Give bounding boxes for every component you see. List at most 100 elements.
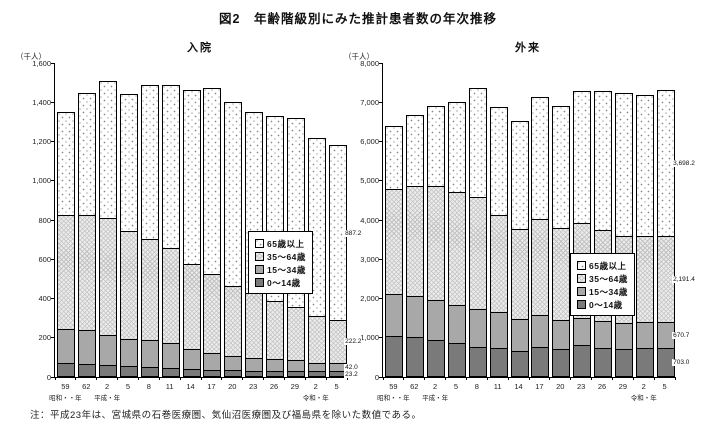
bar-segment-0～14歳 <box>308 371 325 376</box>
x-category-label: 5 <box>334 382 339 391</box>
x-tick-mark <box>283 377 285 380</box>
x-category-label: 5 <box>125 382 131 391</box>
x-tick-mark <box>570 377 572 380</box>
x-tick-mark <box>528 377 530 380</box>
x-category-label: 29 <box>290 382 300 391</box>
y-tick-label: 6,000 <box>360 137 379 146</box>
x-tick-mark <box>632 377 634 380</box>
legend-swatch-icon <box>577 287 586 296</box>
bar-外来-5 <box>468 88 487 377</box>
y-tick-mark <box>379 337 382 339</box>
figure-title: 図2 年齢階級別にみた推計患者数の年次推移 <box>219 12 497 26</box>
bar-segment-0～14歳 <box>183 368 200 376</box>
bar-segment-65歳以上 <box>141 85 158 239</box>
bar-segment-35～64歳 <box>469 197 486 309</box>
bar-入院-6 <box>161 84 180 377</box>
x-tick-mark <box>591 377 593 380</box>
bar-segment-15～34歳 <box>553 319 570 349</box>
y-tick-label: 800 <box>38 215 51 225</box>
bar-segment-65歳以上 <box>58 113 75 216</box>
bar-入院-8 <box>203 88 222 377</box>
era-label: 昭和・・年 <box>377 395 410 402</box>
bar-segment-65歳以上 <box>121 95 137 231</box>
bar-segment-0～14歳 <box>162 367 179 376</box>
unit-label: （千人） <box>16 52 46 61</box>
bar-segment-65歳以上 <box>428 106 445 187</box>
x-category-label: 20 <box>228 382 237 391</box>
bar-segment-15～34歳 <box>657 322 674 349</box>
x-tick-mark <box>611 377 613 380</box>
bar-segment-0～14歳 <box>449 343 465 376</box>
x-category-label: 2 <box>313 382 318 391</box>
legend-label: 35～64歳 <box>267 251 306 262</box>
bar-segment-35～64歳 <box>428 186 445 300</box>
x-category-label: 29 <box>618 382 628 391</box>
x-category-label: 59 <box>389 382 398 391</box>
bar-segment-0～14歳 <box>407 336 424 376</box>
bar-segment-65歳以上 <box>595 92 611 230</box>
bar-segment-35～64歳 <box>636 235 653 323</box>
unit-label: （千人） <box>344 52 374 61</box>
bar-segment-0～14歳 <box>595 347 611 376</box>
bar-入院-9 <box>224 102 243 377</box>
bar-segment-0～14歳 <box>574 345 591 376</box>
y-tick-label: 5,000 <box>360 176 379 186</box>
y-tick-label: 0 <box>374 372 379 382</box>
bar-外来-14 <box>656 89 675 377</box>
x-category-label: 23 <box>576 382 586 391</box>
bar-入院-7 <box>182 90 201 377</box>
y-tick-label: 600 <box>38 254 51 264</box>
bar-入院-3 <box>99 80 118 377</box>
plot-area: 0 1,000 2,000 3,000 4,000 5,000 6,000 7,000 8,00… <box>360 59 696 402</box>
legend-label: 0～14歳 <box>589 299 623 310</box>
x-tick-mark <box>221 377 223 380</box>
legend-swatch-icon <box>577 274 586 283</box>
y-tick-mark <box>379 258 382 260</box>
x-tick-mark <box>179 377 181 380</box>
value-label-0～14歳: 23.2 <box>344 370 359 378</box>
bar-segment-15～34歳 <box>574 317 591 346</box>
bar-segment-65歳以上 <box>615 93 632 236</box>
bar-segment-0～14歳 <box>469 346 486 376</box>
bar-segment-65歳以上 <box>490 108 507 216</box>
bar-segment-35～64歳 <box>490 215 507 313</box>
y-tick-mark <box>379 298 382 299</box>
bar-外来-1 <box>385 125 404 377</box>
x-category-label: 8 <box>474 382 479 391</box>
bar-segment-35～64歳 <box>449 191 465 305</box>
bar-segment-35～64歳 <box>225 286 242 356</box>
bar-外来-10 <box>573 91 592 377</box>
bar-segment-15～34歳 <box>407 295 424 337</box>
bar-segment-65歳以上 <box>100 81 117 219</box>
x-tick-mark <box>424 377 426 380</box>
bar-外来-6 <box>489 107 508 377</box>
bar-segment-0～14歳 <box>141 366 158 376</box>
legend-swatch-icon <box>255 265 264 274</box>
bar-segment-35～64歳 <box>183 264 200 349</box>
legend: 65歳以上 35～64歳 15～34歳 0～14歳 <box>570 253 635 316</box>
x-category-label: 17 <box>535 382 544 391</box>
x-tick-mark <box>54 377 56 380</box>
bar-segment-35～64歳 <box>79 215 96 331</box>
y-tick-mark <box>51 141 54 142</box>
y-tick-label: 1,000 <box>32 176 51 186</box>
legend-label: 35～64歳 <box>589 273 628 284</box>
y-tick-mark <box>51 337 54 339</box>
legend-label: 0～14歳 <box>267 277 301 288</box>
chart-title: 入院 <box>187 42 213 54</box>
bar-segment-35～64歳 <box>511 229 528 320</box>
bar-segment-65歳以上 <box>329 145 346 320</box>
bar-segment-65歳以上 <box>532 97 549 219</box>
y-tick-mark <box>51 258 54 260</box>
bar-segment-65歳以上 <box>225 103 242 287</box>
bar-segment-0～14歳 <box>246 370 263 376</box>
legend-item: 35～64歳 <box>577 272 628 285</box>
y-tick-mark <box>51 62 54 64</box>
bar-segment-65歳以上 <box>162 85 179 249</box>
bar-segment-15～34歳 <box>386 293 403 336</box>
x-tick-mark <box>382 377 384 380</box>
bar-segment-15～34歳 <box>636 322 653 348</box>
bar-segment-35～64歳 <box>100 218 117 336</box>
legend-item: 35～64歳 <box>255 250 306 263</box>
legend-swatch-icon <box>577 300 586 309</box>
